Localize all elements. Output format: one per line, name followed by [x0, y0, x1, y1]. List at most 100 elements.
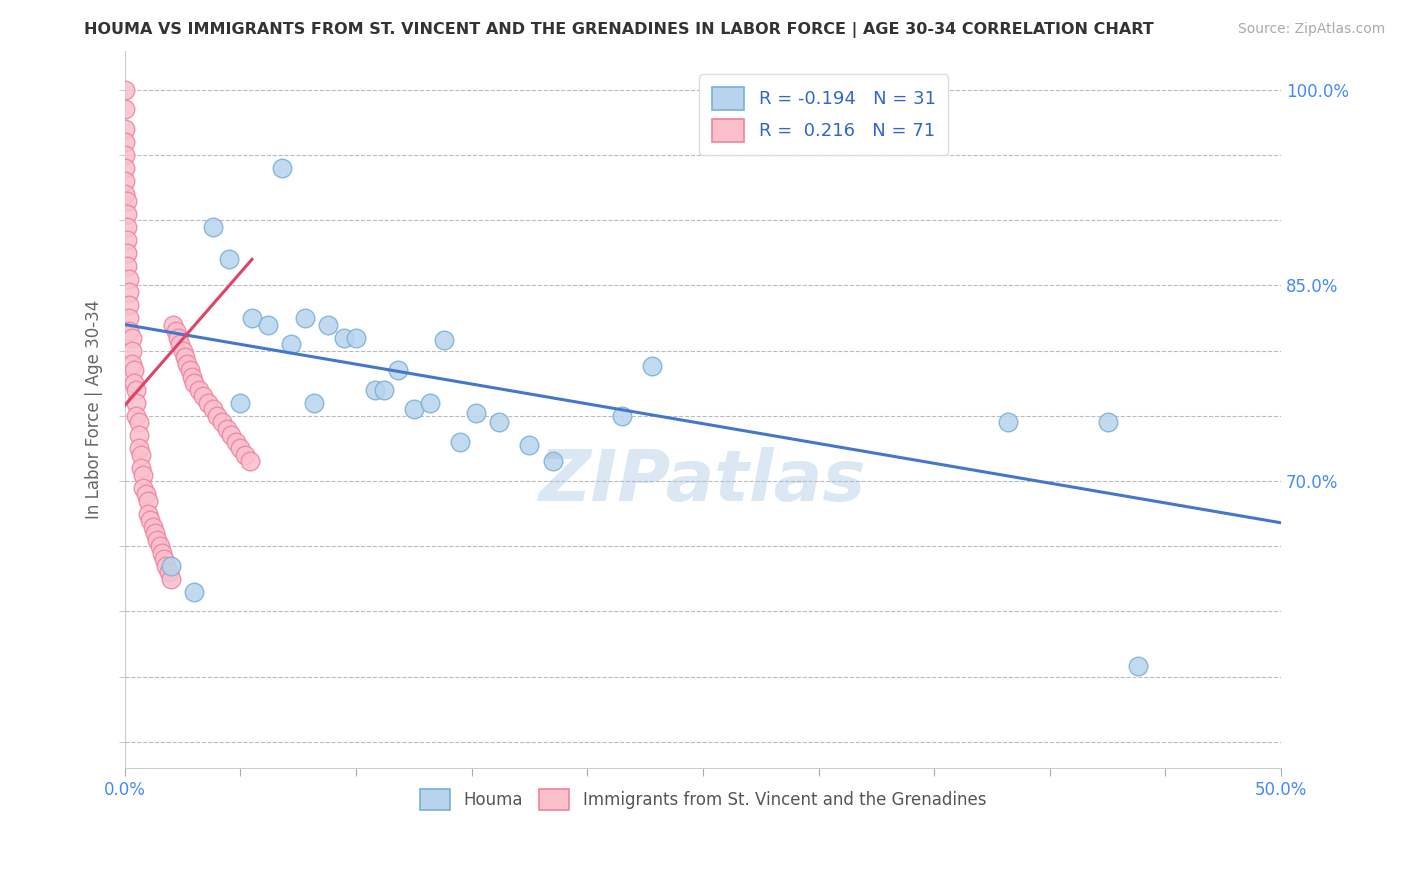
Point: [179, 363, 201, 377]
Point: [155, 558, 177, 573]
Point: [419, 396, 441, 410]
Point: [344, 330, 367, 344]
Point: [136, 493, 159, 508]
Point: [1097, 415, 1119, 429]
Point: [197, 396, 219, 410]
Point: [125, 383, 148, 397]
Point: [610, 409, 633, 423]
Point: [201, 402, 224, 417]
Point: [118, 285, 141, 299]
Point: [162, 318, 184, 332]
Point: [115, 219, 138, 234]
Point: [115, 233, 138, 247]
Point: [271, 161, 294, 175]
Point: [169, 337, 191, 351]
Point: [146, 533, 169, 547]
Point: [114, 122, 136, 136]
Point: [118, 311, 141, 326]
Point: [257, 318, 280, 332]
Point: [240, 311, 263, 326]
Point: [115, 245, 138, 260]
Point: [115, 207, 138, 221]
Point: [122, 363, 145, 377]
Point: [225, 434, 247, 449]
Point: [997, 415, 1019, 429]
Point: [1126, 659, 1149, 673]
Point: [129, 448, 152, 462]
Point: [136, 507, 159, 521]
Point: [193, 389, 215, 403]
Point: [114, 161, 136, 175]
Point: [201, 219, 224, 234]
Point: [449, 434, 471, 449]
Point: [121, 343, 143, 358]
Point: [165, 324, 187, 338]
Point: [318, 318, 340, 332]
Point: [363, 383, 385, 397]
Point: [118, 272, 141, 286]
Point: [304, 396, 326, 410]
Point: [153, 552, 176, 566]
Point: [128, 442, 150, 456]
Point: [132, 467, 155, 482]
Point: [150, 546, 173, 560]
Point: [187, 383, 209, 397]
Point: [148, 539, 170, 553]
Point: [114, 135, 136, 149]
Point: [132, 481, 155, 495]
Point: [211, 415, 233, 429]
Point: [115, 194, 138, 208]
Point: [519, 437, 541, 451]
Point: [121, 330, 143, 344]
Point: [402, 402, 425, 417]
Point: [215, 422, 238, 436]
Point: [280, 337, 302, 351]
Point: [118, 298, 141, 312]
Point: [122, 376, 145, 391]
Point: [114, 174, 136, 188]
Point: [115, 259, 138, 273]
Point: [488, 415, 510, 429]
Point: [233, 448, 256, 462]
Point: [157, 566, 180, 580]
Point: [114, 148, 136, 162]
Text: ZIPatlas: ZIPatlas: [540, 447, 866, 516]
Text: Source: ZipAtlas.com: Source: ZipAtlas.com: [1237, 22, 1385, 37]
Point: [118, 324, 141, 338]
Point: [176, 357, 198, 371]
Point: [114, 187, 136, 202]
Point: [218, 252, 240, 267]
Point: [143, 526, 166, 541]
Point: [641, 359, 664, 374]
Point: [239, 454, 262, 468]
Point: [167, 330, 190, 344]
Point: [465, 406, 488, 420]
Legend: Houma, Immigrants from St. Vincent and the Grenadines: Houma, Immigrants from St. Vincent and t…: [413, 782, 993, 817]
Point: [180, 369, 202, 384]
Point: [160, 572, 183, 586]
Point: [174, 350, 197, 364]
Point: [207, 409, 229, 423]
Point: [125, 396, 148, 410]
Point: [125, 409, 148, 423]
Point: [183, 376, 205, 391]
Point: [135, 487, 157, 501]
Point: [139, 513, 162, 527]
Point: [160, 558, 183, 573]
Point: [172, 343, 194, 358]
Point: [373, 383, 395, 397]
Point: [219, 428, 242, 442]
Point: [128, 428, 150, 442]
Point: [387, 363, 409, 377]
Point: [183, 585, 205, 599]
Point: [229, 396, 252, 410]
Point: [121, 357, 143, 371]
Point: [114, 103, 136, 117]
Point: [129, 461, 152, 475]
Point: [128, 415, 150, 429]
Point: [433, 333, 456, 347]
Point: [541, 454, 564, 468]
Point: [142, 519, 165, 533]
Text: HOUMA VS IMMIGRANTS FROM ST. VINCENT AND THE GRENADINES IN LABOR FORCE | AGE 30-: HOUMA VS IMMIGRANTS FROM ST. VINCENT AND…: [84, 22, 1154, 38]
Point: [229, 442, 252, 456]
